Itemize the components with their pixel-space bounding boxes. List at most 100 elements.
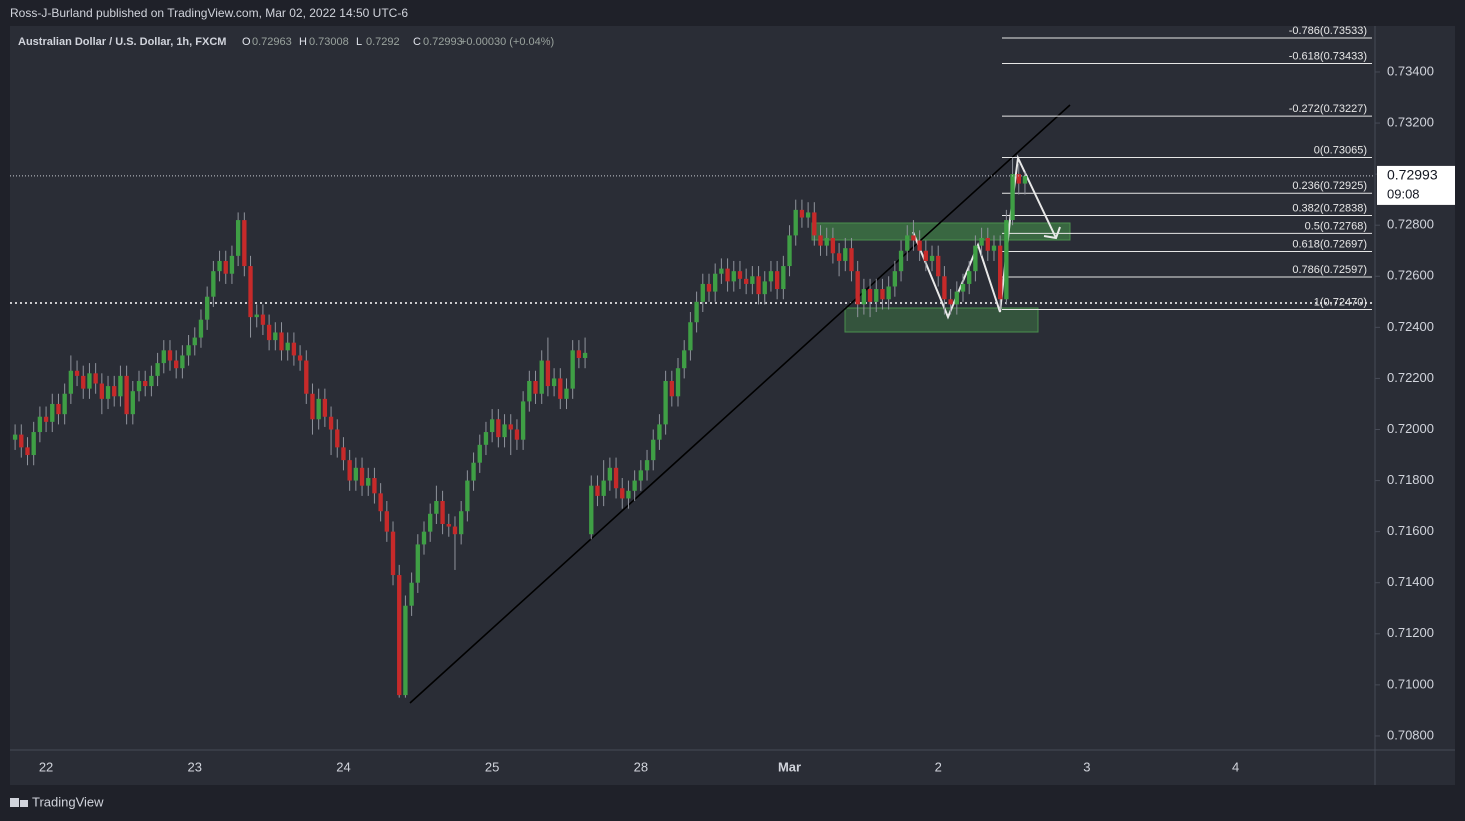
candle-body: [688, 322, 693, 351]
candle-body: [998, 245, 1003, 300]
candle-body: [663, 380, 668, 425]
candle-body: [130, 391, 135, 415]
candle-body: [713, 273, 718, 292]
candle-body: [1016, 174, 1021, 184]
candle-body: [638, 470, 644, 481]
fib-label: 0.236(0.72925): [1292, 180, 1367, 192]
ohlc-letter: C: [413, 36, 421, 48]
candle-body: [99, 383, 105, 399]
candle-body: [502, 424, 507, 438]
brand: TradingView: [32, 794, 104, 809]
x-tick-label: 3: [1083, 759, 1090, 774]
x-tick-label: 25: [485, 759, 499, 774]
candle-body: [87, 373, 92, 389]
candle-body: [812, 212, 817, 236]
x-tick-label: 22: [39, 759, 53, 774]
x-tick-label: 4: [1232, 759, 1239, 774]
symbol-title: Australian Dollar / U.S. Dollar, 1h, FXC…: [18, 36, 226, 48]
y-tick-label: 0.71600: [1387, 523, 1434, 538]
candle-body: [223, 260, 228, 274]
candle-body: [93, 373, 98, 384]
candle-body: [62, 393, 67, 415]
candle-body: [248, 266, 253, 318]
candle-body: [50, 403, 55, 422]
candle-body: [936, 255, 941, 277]
candle-body: [112, 386, 117, 397]
y-tick-label: 0.72400: [1387, 319, 1434, 334]
pane: [10, 26, 1455, 785]
candle-body: [434, 501, 439, 514]
candle-body: [774, 271, 780, 290]
candle-body: [682, 350, 687, 369]
candle-body: [31, 432, 36, 456]
y-tick-label: 0.71200: [1387, 625, 1434, 640]
y-tick-label: 0.71000: [1387, 676, 1434, 691]
candle-body: [81, 375, 86, 389]
candle-body: [768, 271, 774, 282]
price-label-box: [1377, 165, 1455, 205]
candle-body: [167, 350, 173, 361]
candle-body: [428, 513, 433, 532]
candle-body: [161, 350, 166, 364]
candle-body: [923, 250, 928, 261]
candle-body: [595, 485, 600, 496]
candle-body: [830, 237, 836, 254]
candle-body: [824, 237, 829, 246]
candle-body: [180, 355, 185, 369]
candle-body: [366, 478, 371, 486]
candle-body: [322, 398, 328, 417]
candle-body: [669, 380, 674, 397]
candle-body: [19, 434, 24, 448]
candle-body: [892, 271, 898, 287]
y-tick-label: 0.72600: [1387, 268, 1434, 283]
candle-body: [805, 212, 811, 218]
candle-body: [954, 291, 959, 305]
candle-body: [477, 444, 482, 463]
candle-body: [843, 248, 848, 261]
candle-body: [799, 209, 805, 218]
candle-body: [582, 352, 588, 358]
candle-body: [304, 360, 309, 394]
candle-body: [979, 237, 984, 246]
candle-body: [589, 485, 594, 535]
candle-body: [465, 480, 470, 512]
candle-body: [743, 278, 749, 284]
candle-body: [384, 511, 389, 532]
candle-body: [279, 332, 284, 351]
candle-body: [446, 523, 451, 527]
candle-body: [316, 398, 321, 420]
candle-body: [564, 388, 569, 399]
candle-body: [285, 342, 290, 351]
candle-body: [25, 447, 30, 456]
candle-body: [291, 342, 297, 356]
ohlc-letter: L: [356, 36, 362, 48]
x-tick-label: 24: [336, 759, 350, 774]
candle-body: [613, 467, 619, 489]
candle-body: [459, 511, 464, 535]
candle-body: [781, 266, 786, 290]
candle-body: [960, 283, 966, 292]
candle-body: [874, 289, 879, 302]
candle-body: [310, 393, 315, 420]
candle-body: [105, 386, 111, 399]
candle-body: [694, 301, 699, 323]
candle-body: [260, 314, 266, 325]
candle-body: [254, 314, 259, 318]
candle-body: [545, 360, 551, 387]
candle-body: [620, 488, 625, 499]
footer-logo: TradingView: [10, 794, 104, 809]
candle-body: [737, 271, 743, 279]
candle-body: [124, 375, 129, 415]
candle-body: [886, 286, 891, 300]
candle-body: [675, 368, 681, 397]
candle-body: [440, 501, 445, 524]
candle-body: [217, 260, 222, 272]
candle-body: [558, 378, 563, 399]
ohlc-value: 0.73008: [309, 36, 349, 48]
ohlc-letter: O: [242, 36, 251, 48]
candle-body: [1010, 174, 1015, 221]
candle-body: [471, 462, 476, 481]
candle-body: [514, 429, 520, 440]
candle-body: [787, 235, 792, 267]
candle-body: [948, 299, 953, 305]
